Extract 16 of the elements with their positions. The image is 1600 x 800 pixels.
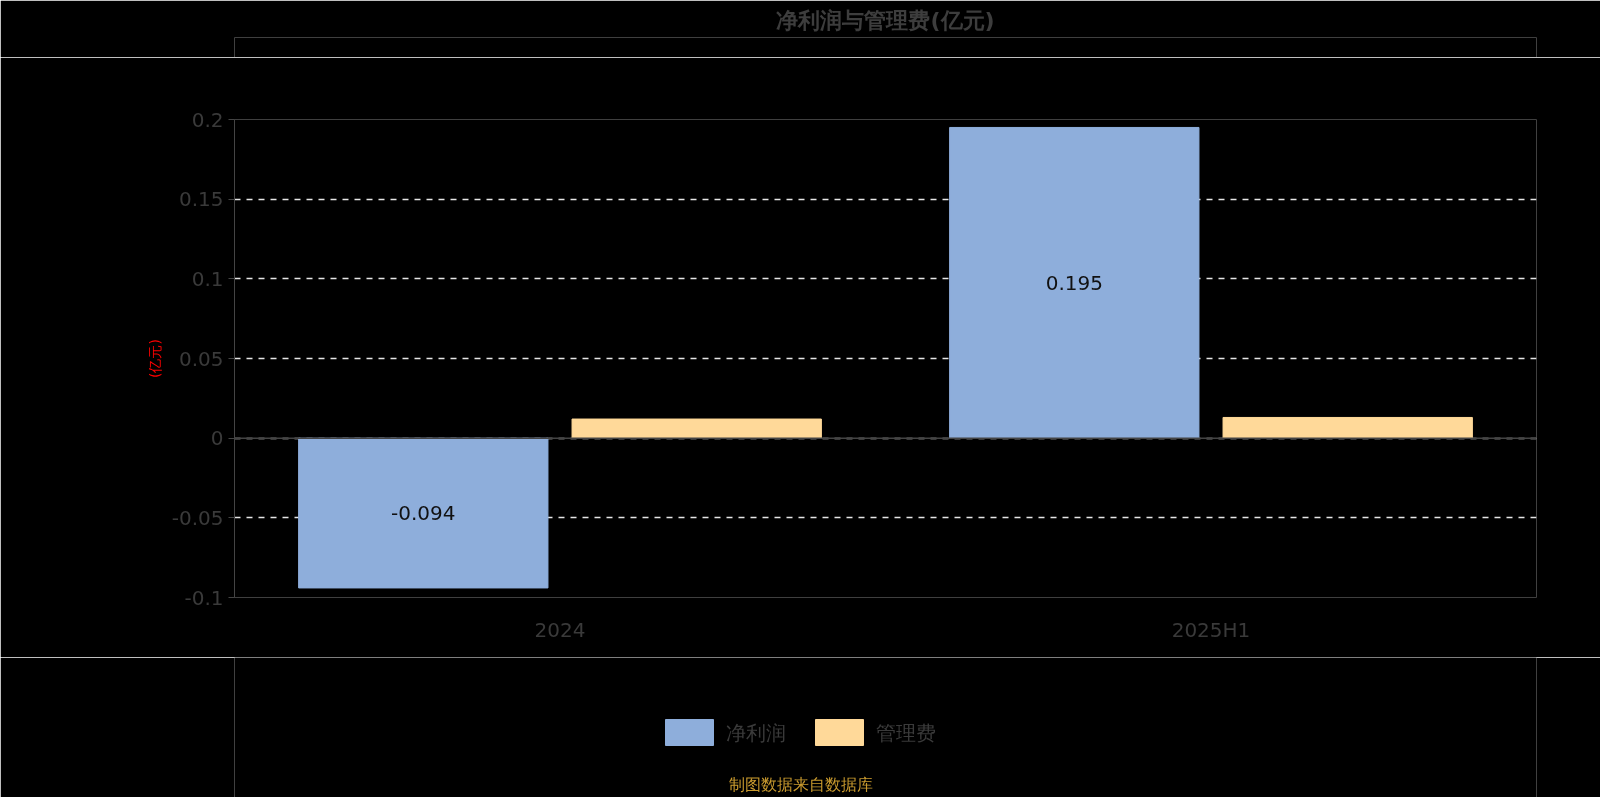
data-label: 0.195 bbox=[1045, 270, 1103, 295]
y-tick-label: 0.15 bbox=[178, 187, 224, 212]
chart-title: 净利润与管理费(亿元) bbox=[776, 7, 995, 33]
legend-label: 管理费 bbox=[875, 720, 936, 745]
y-tick-label: -0.1 bbox=[184, 585, 224, 610]
x-tick-label: 2025H1 bbox=[1171, 617, 1251, 642]
y-tick-label: 0.05 bbox=[178, 346, 224, 371]
legend-label: 净利润 bbox=[725, 720, 786, 745]
text: 制图数据来自数据库 bbox=[728, 775, 873, 794]
data-label: -0.094 bbox=[391, 501, 456, 526]
y-tick-label: 0 bbox=[210, 426, 224, 451]
y-axis-title: (亿元) bbox=[146, 339, 163, 378]
y-tick-label: 0.2 bbox=[191, 107, 224, 132]
y-tick-label: -0.05 bbox=[171, 505, 224, 530]
y-tick-label: 0.1 bbox=[191, 266, 224, 291]
x-tick-label: 2024 bbox=[534, 617, 586, 642]
